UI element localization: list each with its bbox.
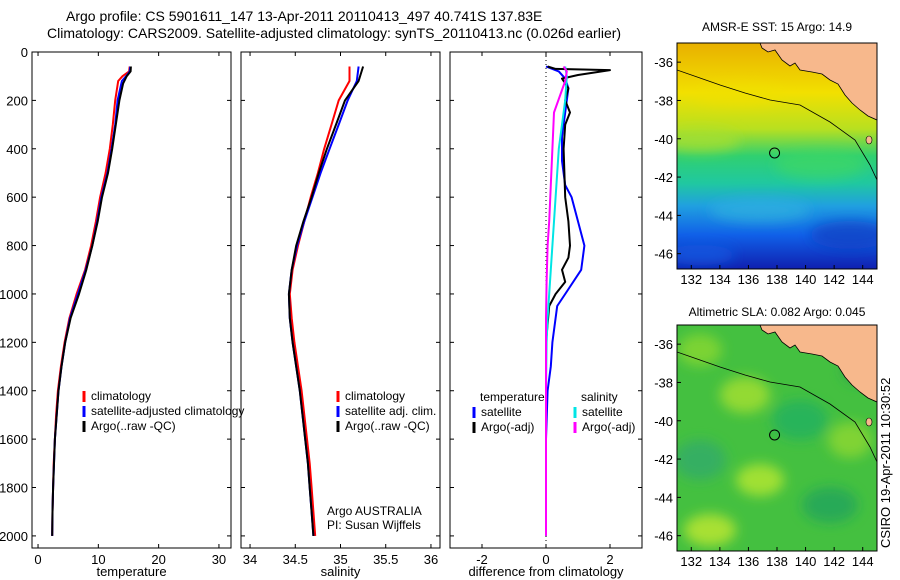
map-x-tick-label: 132 <box>680 554 702 569</box>
legend-label: climatology <box>345 389 405 403</box>
sst-coastline <box>677 69 877 181</box>
x-axis-label: difference from climatology <box>468 564 624 579</box>
y-tick-label: 1200 <box>0 335 28 350</box>
float-location-marker <box>769 147 781 159</box>
sla-map-title: Altimetric SLA: 0.082 Argo: 0.045 <box>689 305 866 319</box>
x-tick-label: -2 <box>476 552 488 567</box>
map-y-tick-label: -40 <box>654 414 673 429</box>
y-tick-label: 400 <box>6 142 28 157</box>
map-x-tick-label: 140 <box>795 554 817 569</box>
y-tick-label: 800 <box>6 239 28 254</box>
map-y-tick-label: -46 <box>654 529 673 544</box>
series-line-argo-raw-qc- <box>51 66 132 536</box>
legend-label: satellite-adjusted climatology <box>91 404 244 418</box>
legend-label: satellite adj. clim. <box>345 404 436 418</box>
x-tick-label: 10 <box>91 552 105 567</box>
map-y-tick-label: -42 <box>654 452 673 467</box>
map-x-tick-label: 132 <box>680 272 702 287</box>
timestamp-label: CSIRO 19-Apr-2011 10:30:52 <box>878 378 893 548</box>
annotation-text: Argo AUSTRALIA <box>327 504 422 518</box>
annotation-text: PI: Susan Wijffels <box>327 518 421 532</box>
legend-label: climatology <box>91 389 151 403</box>
map-x-tick-label: 134 <box>709 272 731 287</box>
map-x-tick-label: 144 <box>852 272 874 287</box>
sla-map: 132 134 136 138 140 142 144 -36 -38 -40 -42 -44 -46 <box>654 324 878 569</box>
x-axis-label: temperature <box>96 564 166 579</box>
y-tick-label: 0 <box>21 45 28 60</box>
series-line-climatology <box>288 66 351 536</box>
x-tick-label: 20 <box>151 552 165 567</box>
figure-title-line2: Climatology: CARS2009. Satellite-adjuste… <box>47 25 622 41</box>
x-tick-label: 35.5 <box>373 552 398 567</box>
map-y-tick-label: -44 <box>654 490 673 505</box>
map-x-tick-label: 134 <box>709 554 731 569</box>
legend-label: satellite <box>481 405 522 419</box>
x-tick-label: 34.5 <box>283 552 308 567</box>
series-line-satellite-adj-clim- <box>287 66 360 536</box>
y-tick-label: 200 <box>6 93 28 108</box>
map-y-tick-label: -40 <box>654 132 673 147</box>
plot-frame <box>31 51 232 549</box>
series-line-argo-adj- <box>545 65 568 536</box>
series-line-argo-raw-qc- <box>287 66 365 536</box>
y-tick-label: 1600 <box>0 432 28 447</box>
map-y-tick-label: -38 <box>654 375 673 390</box>
map-x-tick-label: 142 <box>823 272 845 287</box>
x-tick-label: 30 <box>212 552 226 567</box>
series-line-satellite-adjusted-climatology <box>51 66 132 536</box>
map-x-tick-label: 140 <box>795 272 817 287</box>
x-tick-label: 36 <box>424 552 438 567</box>
map-y-tick-label: -36 <box>654 337 673 352</box>
sst-texture <box>677 85 877 265</box>
temperature-panel: 0 10 20 30 0 200 400 600 800 1000 1200 1400 1600 1800… <box>0 45 244 579</box>
legend-label: satellite <box>582 405 623 419</box>
map-x-tick-label: 142 <box>823 554 845 569</box>
plot-frame <box>240 51 441 549</box>
x-axis-label: salinity <box>321 564 361 579</box>
map-y-tick-label: -44 <box>654 208 673 223</box>
map-x-tick-label: 136 <box>738 554 760 569</box>
sla-coastline <box>677 351 877 463</box>
figure-title-line1: Argo profile: CS 5901611_147 13-Apr-2011… <box>66 8 543 24</box>
y-tick-label: 2000 <box>0 529 28 544</box>
legend-label: Argo(..raw -QC) <box>345 419 430 433</box>
x-tick-label: 0 <box>34 552 41 567</box>
x-tick-label: 34 <box>243 552 257 567</box>
map-y-tick-label: -36 <box>654 55 673 70</box>
map-x-tick-label: 144 <box>852 554 874 569</box>
legend-label: Argo(-adj) <box>582 420 635 434</box>
map-x-tick-label: 138 <box>766 554 788 569</box>
map-y-tick-label: -46 <box>654 247 673 262</box>
x-tick-label: 35 <box>333 552 347 567</box>
sst-land <box>759 43 877 121</box>
sst-map: 132 134 136 138 140 142 144 -36 -38 -40 -42 -44 -46 <box>654 42 878 287</box>
legend-label: Argo(-adj) <box>481 420 534 434</box>
legend-header: salinity <box>581 390 618 404</box>
salinity-panel: 34 34.5 35 35.5 36 salinity climatologysatelli… <box>240 51 441 579</box>
x-tick-label: 2 <box>606 552 613 567</box>
y-tick-label: 1800 <box>0 481 28 496</box>
map-y-tick-label: -42 <box>654 170 673 185</box>
series-line-climatology <box>51 66 131 536</box>
map-x-tick-label: 138 <box>766 272 788 287</box>
x-tick-label: 0 <box>542 552 549 567</box>
map-y-tick-label: -38 <box>654 93 673 108</box>
y-tick-label: 600 <box>6 190 28 205</box>
series-line-argo-adj- <box>545 65 611 536</box>
float-location-marker <box>769 429 781 441</box>
map-x-tick-label: 136 <box>738 272 760 287</box>
sst-map-title: AMSR-E SST: 15 Argo: 14.9 <box>702 20 852 34</box>
sla-land <box>759 325 877 403</box>
legend-header: temperature <box>480 390 545 404</box>
y-tick-label: 1000 <box>0 287 28 302</box>
legend-label: Argo(..raw -QC) <box>91 419 176 433</box>
y-tick-label: 1400 <box>0 384 28 399</box>
